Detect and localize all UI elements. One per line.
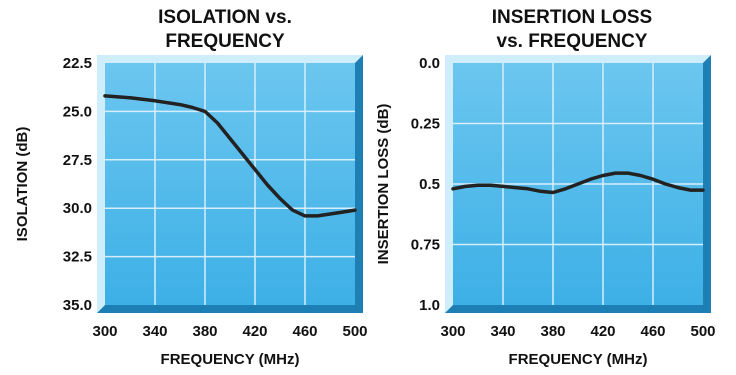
isolation-x-tick-label: 500: [342, 323, 367, 340]
isolation-plot-area: [105, 63, 355, 305]
isolation-y-axis-label: ISOLATION (dB): [14, 127, 31, 242]
insertion-loss-y-tick-label: 0.25: [411, 116, 440, 133]
isolation-title-line: FREQUENCY: [165, 31, 285, 52]
insertion-loss-title-line: vs. FREQUENCY: [497, 31, 648, 52]
insertion-loss-title-line: INSERTION LOSS: [492, 7, 652, 28]
isolation-x-axis-label: FREQUENCY (MHz): [161, 351, 300, 368]
insertion-loss-x-tick-label: 460: [640, 323, 665, 340]
isolation-y-tick-label: 35.0: [63, 297, 92, 314]
insertion-loss-x-axis-label: FREQUENCY (MHz): [509, 351, 648, 368]
insertion-loss-x-tick-label: 420: [590, 323, 615, 340]
insertion-loss-y-tick-label: 0.5: [419, 176, 440, 193]
insertion-loss-x-tick-label: 300: [440, 323, 465, 340]
insertion-loss-y-axis-label: INSERTION LOSS (dB): [375, 104, 392, 265]
insertion-loss-y-tick-label: 0.75: [411, 237, 440, 254]
insertion-loss-x-tick-label: 380: [540, 323, 565, 340]
isolation-x-tick-label: 340: [142, 323, 167, 340]
isolation-y-tick-label: 32.5: [63, 249, 92, 266]
insertion-loss-y-tick-label: 1.0: [419, 297, 440, 314]
insertion-loss-x-tick-label: 340: [490, 323, 515, 340]
insertion-loss-y-tick-label: 0.0: [419, 55, 440, 72]
isolation-title-line: ISOLATION vs.: [158, 7, 292, 28]
insertion-loss-curve: [451, 171, 705, 195]
isolation-curve: [103, 94, 357, 218]
isolation-x-tick-label: 420: [242, 323, 267, 340]
isolation-y-tick-label: 22.5: [63, 55, 92, 72]
isolation-x-tick-label: 460: [292, 323, 317, 340]
isolation-x-tick-label: 380: [192, 323, 217, 340]
isolation-y-tick-label: 25.0: [63, 103, 92, 120]
isolation-y-tick-label: 27.5: [63, 152, 92, 169]
insertion-loss-x-tick-label: 500: [690, 323, 715, 340]
isolation-y-tick-label: 30.0: [63, 200, 92, 217]
isolation-x-tick-label: 300: [92, 323, 117, 340]
